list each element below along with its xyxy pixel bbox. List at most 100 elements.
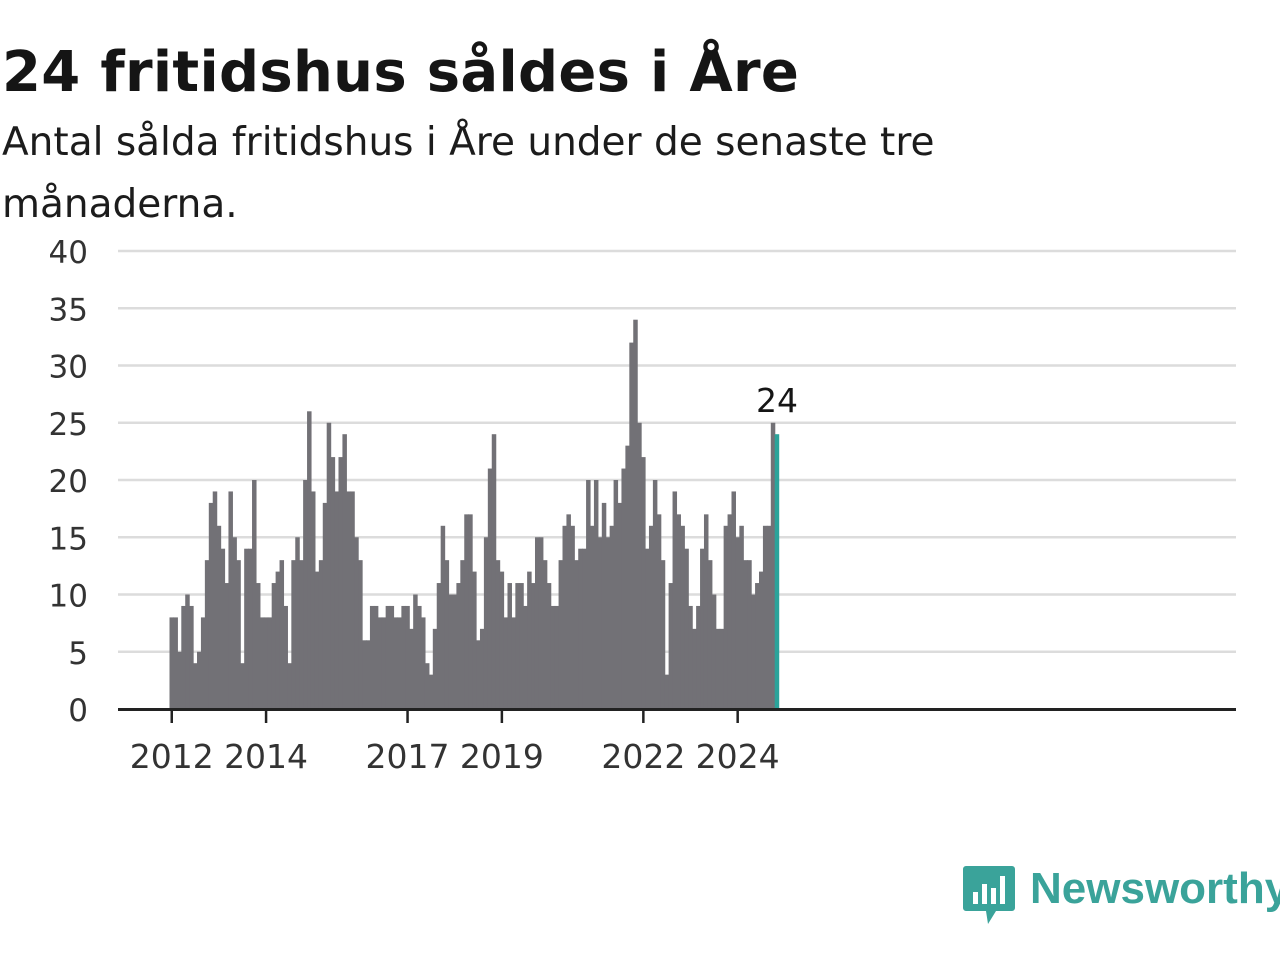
bar xyxy=(310,491,316,709)
bar xyxy=(377,617,383,709)
bar xyxy=(621,468,626,709)
bar xyxy=(362,640,367,709)
bar xyxy=(633,319,638,709)
axes xyxy=(118,708,1236,723)
x-tick-label: 2012 xyxy=(130,737,214,776)
bar xyxy=(358,560,363,709)
newsworthy-logo-icon xyxy=(963,866,1015,924)
bar xyxy=(582,548,587,709)
bar xyxy=(770,422,776,709)
bar xyxy=(479,628,485,709)
bar xyxy=(224,583,230,709)
bar xyxy=(625,445,630,709)
bar xyxy=(417,605,422,709)
bar xyxy=(672,491,678,709)
bar xyxy=(307,411,312,709)
bar xyxy=(334,491,340,709)
bar xyxy=(397,617,402,709)
bar xyxy=(558,560,564,709)
bar xyxy=(424,663,430,709)
bar xyxy=(503,617,509,709)
bar xyxy=(692,628,697,709)
bar xyxy=(597,537,603,709)
y-tick-label: 25 xyxy=(49,407,88,443)
bar xyxy=(755,583,760,709)
bar xyxy=(354,537,359,709)
bar xyxy=(452,594,457,709)
bar xyxy=(197,651,202,709)
bar xyxy=(244,548,249,709)
bar xyxy=(460,560,465,709)
bar xyxy=(326,422,332,709)
bar xyxy=(248,548,253,709)
chart-subtitle: Antal sålda fritidshus i Åre under de se… xyxy=(2,120,935,227)
bar xyxy=(637,422,642,709)
bar xyxy=(448,594,454,709)
bar xyxy=(617,502,623,709)
bar xyxy=(200,617,206,709)
x-tick-label: 2019 xyxy=(460,737,544,776)
bar xyxy=(267,617,273,709)
bar xyxy=(421,617,426,709)
bar xyxy=(739,525,744,709)
bar xyxy=(766,525,772,709)
bar xyxy=(731,491,736,709)
bar xyxy=(648,525,654,709)
bar-value-label: 24 xyxy=(756,381,798,420)
bar xyxy=(499,571,505,709)
bar xyxy=(542,560,548,709)
labels: 0 5 10 15 20 25 30 35 40 24 2012 2014 2017 2019 2022 20… xyxy=(49,235,798,776)
bar xyxy=(259,617,265,709)
bar xyxy=(413,594,418,709)
bar xyxy=(314,571,320,709)
bar xyxy=(684,548,689,709)
bar xyxy=(700,548,705,709)
bar xyxy=(366,640,371,709)
bar xyxy=(696,605,701,709)
bar xyxy=(436,583,442,709)
bar xyxy=(523,605,528,709)
bar xyxy=(645,548,650,709)
bar xyxy=(747,560,752,709)
bar xyxy=(236,560,241,709)
bar xyxy=(444,560,450,709)
bar xyxy=(338,457,343,709)
bar xyxy=(751,594,756,709)
bar xyxy=(641,457,646,709)
bar xyxy=(193,663,198,709)
bar xyxy=(531,583,536,709)
bar xyxy=(719,628,725,709)
bar xyxy=(208,502,214,709)
newsworthy-logo-text: Newsworthy xyxy=(1030,864,1280,913)
bar xyxy=(393,617,399,709)
bar xyxy=(562,525,567,709)
bar xyxy=(169,617,174,709)
bar xyxy=(586,480,591,709)
y-tick-label: 5 xyxy=(68,636,88,672)
bar xyxy=(185,594,190,709)
x-tick-label: 2014 xyxy=(224,737,308,776)
bar xyxy=(322,502,328,709)
bar xyxy=(252,480,257,709)
bar xyxy=(711,594,717,709)
y-tick-label: 35 xyxy=(49,292,88,328)
bar xyxy=(283,605,288,709)
bar xyxy=(727,514,733,709)
bar xyxy=(609,525,615,709)
bar xyxy=(703,514,709,709)
x-tick-label: 2022 xyxy=(601,737,685,776)
bar xyxy=(228,491,233,709)
bar xyxy=(660,560,666,709)
bar xyxy=(723,525,729,709)
bar xyxy=(287,663,292,709)
bar xyxy=(483,537,489,709)
bars xyxy=(169,319,780,709)
bar xyxy=(652,480,658,709)
bar xyxy=(385,605,391,709)
bar xyxy=(656,514,662,709)
bar xyxy=(593,480,599,709)
bar xyxy=(590,525,595,709)
bar xyxy=(664,674,670,709)
bar xyxy=(350,491,355,709)
bar xyxy=(318,560,324,709)
